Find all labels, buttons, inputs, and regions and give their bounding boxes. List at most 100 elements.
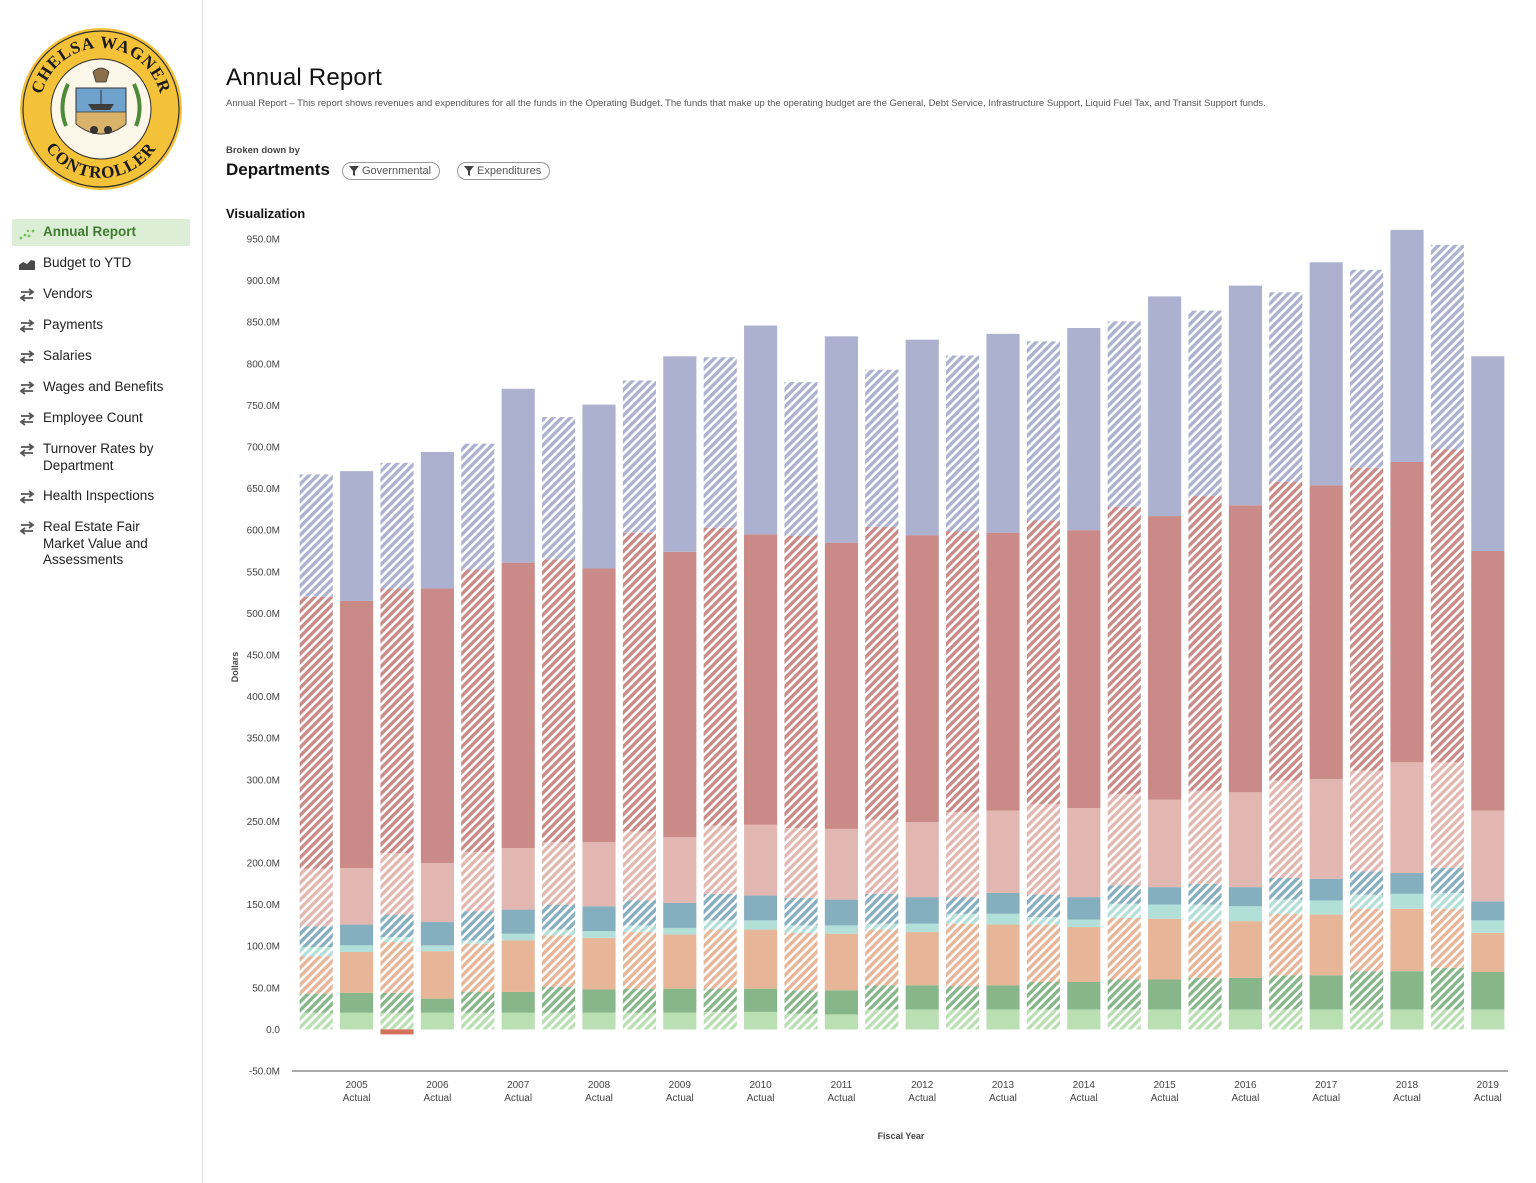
bar-segment-teal[interactable]	[986, 892, 1020, 914]
bar-segment-lightgreen[interactable]	[1148, 1009, 1182, 1030]
bar-segment-teal[interactable]	[461, 911, 495, 941]
bar-segment-teal[interactable]	[582, 906, 616, 932]
bar-segment-darkgreen[interactable]	[1026, 981, 1060, 1010]
bar-segment-pink[interactable]	[582, 842, 616, 907]
bar-segment-peach[interactable]	[986, 924, 1020, 986]
bar-segment-lightteal[interactable]	[461, 940, 495, 944]
bar-segment-darkgreen[interactable]	[1390, 971, 1424, 1010]
bar-segment-teal[interactable]	[1390, 872, 1424, 894]
bar-segment-darkgreen[interactable]	[380, 992, 414, 1013]
bar-segment-peach[interactable]	[663, 934, 697, 989]
bar-segment-lightteal[interactable]	[1107, 903, 1141, 918]
bar-segment-red[interactable]	[380, 588, 414, 854]
bar-segment-pink[interactable]	[1269, 780, 1303, 878]
bar-segment-red[interactable]	[703, 527, 737, 826]
bar-segment-teal[interactable]	[501, 909, 535, 934]
bar-segment-lightteal[interactable]	[744, 920, 778, 930]
bar-segment-darkgreen[interactable]	[1228, 977, 1262, 1010]
bar-stack[interactable]	[1390, 229, 1424, 1030]
bar-segment-pink[interactable]	[461, 852, 495, 912]
bar-segment-peach[interactable]	[340, 952, 374, 993]
bar-stack[interactable]	[905, 339, 939, 1030]
bar-segment-pink[interactable]	[663, 837, 697, 903]
bar-segment-slate[interactable]	[1148, 296, 1182, 517]
bar-segment-teal[interactable]	[865, 893, 899, 924]
bar-segment-pink[interactable]	[744, 824, 778, 896]
bar-segment-darkgreen[interactable]	[1107, 979, 1141, 1010]
bar-segment-peach[interactable]	[703, 929, 737, 989]
bar-stack[interactable]	[1148, 296, 1182, 1030]
bar-segment-peach[interactable]	[299, 956, 333, 994]
bar-segment-red[interactable]	[1148, 516, 1182, 800]
bar-segment-slate[interactable]	[1350, 269, 1384, 468]
bar-segment-slate[interactable]	[1309, 262, 1343, 486]
nav-item-payments[interactable]: Payments	[12, 312, 190, 339]
bar-segment-slate[interactable]	[865, 369, 899, 527]
bar-segment-pink[interactable]	[1107, 793, 1141, 886]
bar-segment-lightgreen[interactable]	[542, 1012, 576, 1030]
bar-segment-pink[interactable]	[784, 828, 818, 898]
bar-segment-red[interactable]	[340, 600, 374, 868]
bar-segment-red[interactable]	[1430, 449, 1464, 763]
bar-segment-lightteal[interactable]	[1430, 892, 1464, 909]
bar-segment-darkgreen[interactable]	[1309, 975, 1343, 1010]
bar-segment-lightteal[interactable]	[1188, 904, 1222, 922]
bar-segment-lightteal[interactable]	[380, 937, 414, 943]
bar-segment-red[interactable]	[1350, 467, 1384, 771]
bar-segment-peach[interactable]	[824, 933, 858, 991]
bar-segment-teal[interactable]	[1350, 871, 1384, 895]
bar-segment-darkgreen[interactable]	[744, 988, 778, 1012]
bar-segment-slate[interactable]	[1026, 341, 1060, 521]
bar-segment-red[interactable]	[744, 534, 778, 825]
nav-item-budget-to-ytd[interactable]: Budget to YTD	[12, 250, 190, 277]
bar-segment-lightgreen[interactable]	[1067, 1009, 1101, 1030]
bar-segment-pink[interactable]	[340, 867, 374, 925]
bar-segment-darkgreen[interactable]	[622, 988, 656, 1013]
bar-segment-lightteal[interactable]	[986, 913, 1020, 925]
bar-segment-pink[interactable]	[986, 810, 1020, 893]
bar-segment-red[interactable]	[501, 562, 535, 849]
bar-segment-lightgreen[interactable]	[1026, 1009, 1060, 1030]
bar-stack[interactable]	[1067, 328, 1101, 1030]
bar-segment-lightteal[interactable]	[420, 945, 454, 952]
nav-item-annual-report[interactable]: Annual Report	[12, 219, 190, 246]
bar-segment-slate[interactable]	[784, 382, 818, 537]
bar-segment-red[interactable]	[461, 569, 495, 853]
bar-segment-lightgreen[interactable]	[1350, 1009, 1384, 1030]
bar-segment-peach[interactable]	[461, 943, 495, 992]
bar-segment-teal[interactable]	[1430, 867, 1464, 893]
bar-segment-pink[interactable]	[501, 848, 535, 910]
bar-segment-darkgreen[interactable]	[703, 988, 737, 1012]
bar-segment-red[interactable]	[905, 535, 939, 823]
bar-segment-red[interactable]	[1107, 506, 1141, 794]
bar-segment-lightgreen[interactable]	[663, 1012, 697, 1030]
bar-segment-slate[interactable]	[1067, 328, 1101, 531]
bar-segment-teal[interactable]	[663, 902, 697, 928]
bar-stack[interactable]	[1269, 292, 1303, 1030]
bar-segment-slate[interactable]	[905, 339, 939, 536]
bar-segment-red[interactable]	[865, 526, 899, 820]
bar-segment-lightgreen[interactable]	[905, 1009, 939, 1030]
controller-seal-logo[interactable]: CHELSA WAGNER CONTROLLER	[18, 26, 184, 192]
bar-segment-teal[interactable]	[380, 914, 414, 938]
bar-segment-lightteal[interactable]	[865, 923, 899, 930]
bar-segment-lightteal[interactable]	[542, 929, 576, 936]
bar-segment-red[interactable]	[542, 559, 576, 843]
bar-segment-red[interactable]	[1026, 520, 1060, 804]
bar-segment-darkgreen[interactable]	[1269, 975, 1303, 1010]
nav-item-wages-and-benefits[interactable]: Wages and Benefits	[12, 374, 190, 401]
bar-segment-peach[interactable]	[865, 929, 899, 986]
bar-segment-slate[interactable]	[461, 443, 495, 570]
bar-segment-slate[interactable]	[1269, 292, 1303, 482]
bar-segment-lightgreen[interactable]	[986, 1009, 1020, 1030]
bar-segment-red[interactable]	[946, 531, 980, 813]
bar-segment-teal[interactable]	[1309, 878, 1343, 901]
bar-segment-pink[interactable]	[824, 828, 858, 900]
bar-segment-lightgreen[interactable]	[340, 1012, 374, 1030]
bar-segment-lightgreen[interactable]	[461, 1012, 495, 1030]
bar-segment-lightteal[interactable]	[299, 947, 333, 957]
bar-segment-pink[interactable]	[1430, 762, 1464, 868]
bar-segment-lightgreen[interactable]	[784, 1013, 818, 1030]
bar-segment-peach[interactable]	[1148, 918, 1182, 980]
bar-segment-slate[interactable]	[420, 451, 454, 589]
